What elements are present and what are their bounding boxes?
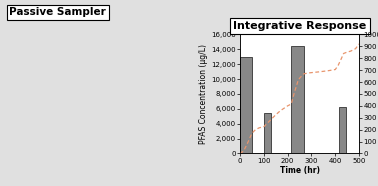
Title: Integrative Response: Integrative Response xyxy=(233,21,366,31)
Bar xyxy=(240,57,252,153)
Y-axis label: PFAS Concentration (μg/L): PFAS Concentration (μg/L) xyxy=(199,44,208,144)
Text: Passive Sampler: Passive Sampler xyxy=(9,7,106,17)
X-axis label: Time (hr): Time (hr) xyxy=(280,166,319,175)
Bar xyxy=(339,107,346,153)
Bar xyxy=(264,113,271,153)
Bar xyxy=(291,46,304,153)
